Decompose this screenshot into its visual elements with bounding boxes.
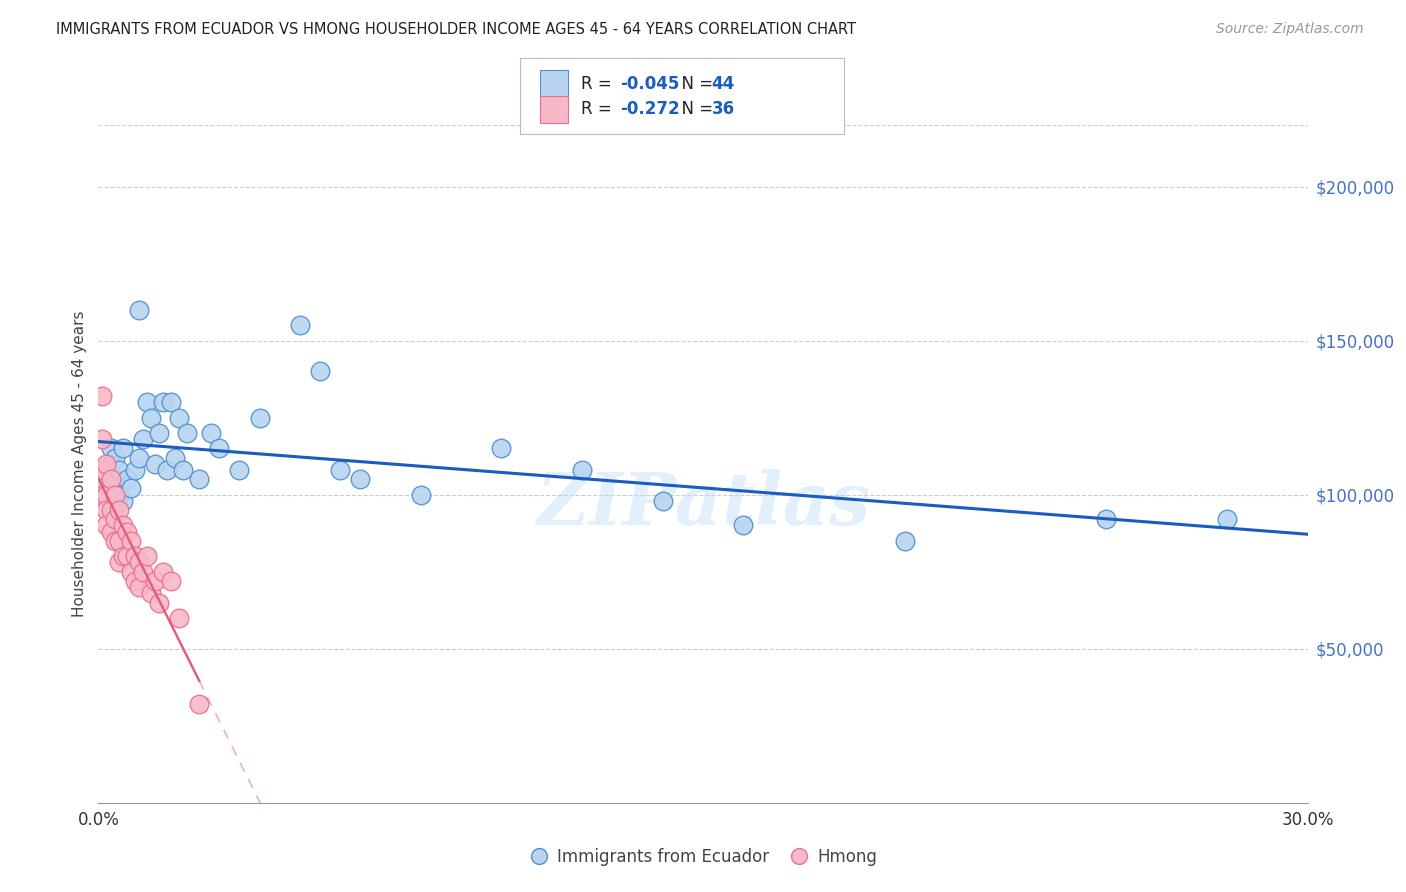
Point: [107, 488, 129, 502]
Point: [96, 518, 118, 533]
Text: ZIPatlas: ZIPatlas: [536, 469, 870, 540]
Point: [143, 574, 166, 588]
Point: [148, 425, 170, 440]
Point: [491, 442, 513, 456]
Point: [139, 586, 162, 600]
Point: [91, 478, 114, 492]
Text: 44: 44: [711, 75, 735, 93]
Point: [152, 395, 174, 409]
Point: [188, 472, 211, 486]
Point: [188, 697, 211, 711]
Text: Source: ZipAtlas.com: Source: ZipAtlas.com: [1216, 22, 1364, 37]
Point: [100, 524, 122, 539]
Point: [156, 463, 179, 477]
Text: N =: N =: [671, 100, 718, 119]
Point: [288, 318, 311, 333]
Point: [107, 533, 129, 548]
Point: [115, 524, 138, 539]
Text: 36: 36: [711, 100, 734, 119]
Point: [651, 493, 673, 508]
Point: [128, 450, 150, 465]
Point: [111, 493, 134, 508]
Point: [120, 533, 142, 548]
Point: [91, 389, 114, 403]
Point: [107, 463, 129, 477]
Point: [228, 463, 250, 477]
Point: [329, 463, 352, 477]
Point: [91, 488, 114, 502]
Point: [208, 442, 231, 456]
Point: [349, 472, 371, 486]
Point: [91, 432, 114, 446]
Point: [124, 463, 146, 477]
Text: R =: R =: [581, 75, 617, 93]
Point: [100, 472, 122, 486]
Point: [103, 472, 125, 486]
Point: [893, 533, 915, 548]
Point: [148, 595, 170, 609]
Point: [135, 549, 157, 564]
Point: [96, 463, 118, 477]
Point: [111, 518, 134, 533]
Point: [249, 410, 271, 425]
Point: [103, 450, 125, 465]
Point: [128, 580, 150, 594]
Point: [100, 503, 122, 517]
Point: [167, 410, 190, 425]
Text: -0.272: -0.272: [620, 100, 679, 119]
Point: [115, 472, 138, 486]
Text: R =: R =: [581, 100, 617, 119]
Point: [139, 410, 162, 425]
Text: IMMIGRANTS FROM ECUADOR VS HMONG HOUSEHOLDER INCOME AGES 45 - 64 YEARS CORRELATI: IMMIGRANTS FROM ECUADOR VS HMONG HOUSEHO…: [56, 22, 856, 37]
Point: [132, 432, 155, 446]
Point: [100, 442, 122, 456]
Point: [111, 549, 134, 564]
Point: [160, 395, 183, 409]
Text: -0.045: -0.045: [620, 75, 679, 93]
Point: [96, 488, 118, 502]
Point: [135, 395, 157, 409]
Point: [111, 442, 134, 456]
Point: [103, 512, 125, 526]
Point: [124, 549, 146, 564]
Point: [167, 611, 190, 625]
Point: [103, 533, 125, 548]
Point: [91, 463, 114, 477]
Legend: Immigrants from Ecuador, Hmong: Immigrants from Ecuador, Hmong: [522, 841, 884, 872]
Point: [200, 425, 222, 440]
Point: [1095, 512, 1118, 526]
Point: [143, 457, 166, 471]
Point: [309, 364, 332, 378]
Point: [163, 450, 186, 465]
Y-axis label: Householder Income Ages 45 - 64 years: Householder Income Ages 45 - 64 years: [72, 310, 87, 617]
Point: [96, 503, 118, 517]
Text: N =: N =: [671, 75, 718, 93]
Point: [107, 556, 129, 570]
Point: [1216, 512, 1239, 526]
Point: [128, 556, 150, 570]
Point: [409, 488, 432, 502]
Point: [128, 302, 150, 317]
Point: [152, 565, 174, 579]
Point: [124, 574, 146, 588]
Point: [96, 457, 118, 471]
Point: [160, 574, 183, 588]
Point: [115, 549, 138, 564]
Point: [120, 482, 142, 496]
Point: [120, 565, 142, 579]
Point: [733, 518, 755, 533]
Point: [571, 463, 593, 477]
Point: [100, 457, 122, 471]
Point: [172, 463, 194, 477]
Point: [103, 488, 125, 502]
Point: [176, 425, 198, 440]
Point: [107, 503, 129, 517]
Point: [132, 565, 155, 579]
